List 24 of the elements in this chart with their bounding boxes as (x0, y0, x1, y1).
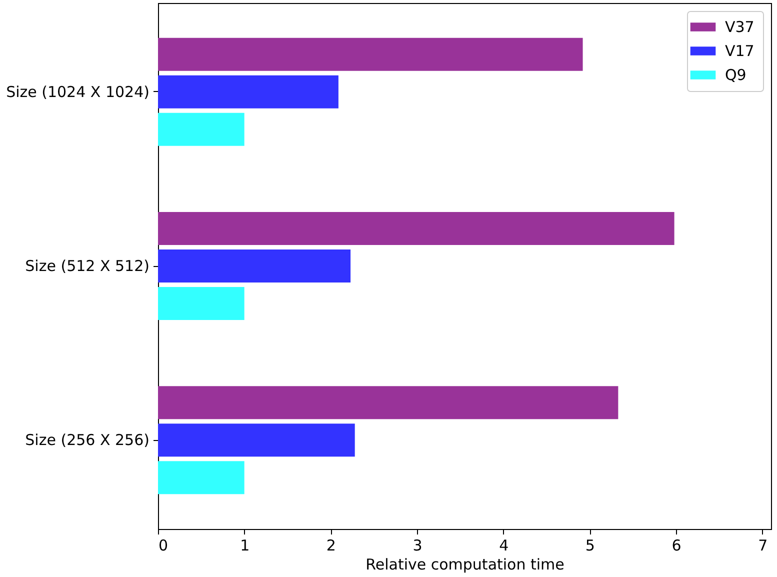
bar (158, 250, 351, 282)
x-tick-label: 3 (412, 536, 422, 554)
bar (158, 461, 244, 494)
bar (158, 112, 244, 146)
bar (158, 286, 244, 320)
x-tick-label: 7 (758, 536, 768, 554)
bar (158, 386, 618, 420)
y-tick-label: Size (256 X 256) (25, 431, 150, 450)
legend-label: V17 (725, 42, 754, 60)
x-tick-label: 4 (499, 536, 509, 554)
bar (158, 38, 583, 71)
x-tick-label: 1 (240, 536, 250, 554)
legend-label: Q9 (725, 66, 746, 84)
x-tick-label: 0 (158, 536, 168, 554)
bar (158, 424, 355, 457)
y-tick-label: Size (1024 X 1024) (6, 82, 150, 101)
x-tick-label: 6 (672, 536, 682, 554)
y-tick-label: Size (512 X 512) (25, 257, 150, 275)
x-tick-label: 2 (326, 536, 336, 554)
x-axis-title: Relative computation time (366, 556, 564, 574)
x-tick-label: 5 (585, 536, 595, 554)
bar (158, 75, 338, 108)
legend-label: V37 (725, 18, 754, 36)
bar (158, 212, 674, 246)
